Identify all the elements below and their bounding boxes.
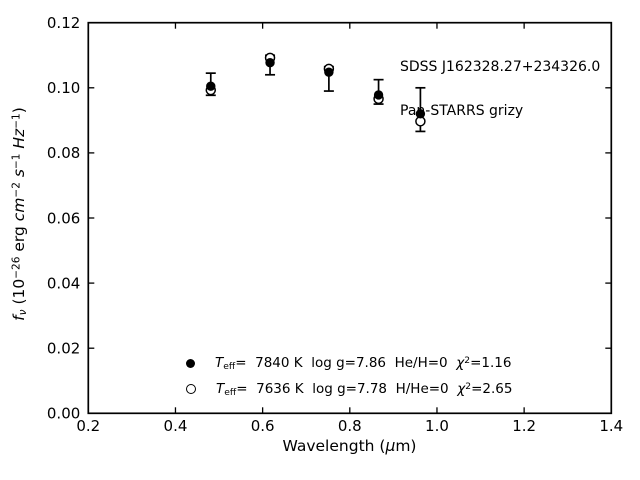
open-circle-marker-icon: [186, 384, 196, 394]
legend-entry-label: Teff= 7636 K log g=7.78 H/He=0 χ2=2.65: [216, 380, 513, 398]
y-tick-label: 0.06: [47, 209, 80, 227]
legend-entry-h-model: Teff= 7636 K log g=7.78 H/He=0 χ2=2.65: [186, 380, 512, 398]
x-tick-label: 1.4: [599, 417, 623, 435]
x-tick-label: 0.4: [164, 417, 188, 435]
data-point-filled: [265, 58, 275, 68]
legend-entry-label: Teff= 7840 K log g=7.86 He/H=0 χ2=1.16: [215, 354, 512, 372]
y-tick-label: 0.02: [47, 340, 80, 358]
y-tick-label: 0.04: [47, 274, 80, 292]
annotation-block: SDSS J162328.27+234326.0 Pan-STARRS griz…: [400, 31, 600, 147]
data-point-filled: [206, 81, 216, 91]
annotation-object-name: SDSS J162328.27+234326.0: [400, 59, 601, 75]
y-axis-label: fν (10−26 erg cm−2 s−1 Hz−1): [10, 107, 30, 321]
data-point-filled: [373, 90, 384, 100]
x-tick-label: 0.6: [251, 417, 275, 435]
x-tick-label: 1.2: [512, 417, 536, 435]
x-tick-label: 0.8: [338, 417, 362, 435]
x-axis-label: Wavelength (μm): [282, 437, 417, 455]
annotation-survey: Pan-STARRS grizy: [400, 102, 524, 119]
y-tick-label: 0.08: [47, 144, 80, 162]
legend-entry-he-model: Teff= 7840 K log g=7.86 He/H=0 χ2=1.16: [186, 354, 511, 372]
filled-circle-marker-icon: [186, 358, 195, 368]
y-tick-label: 0.00: [47, 405, 80, 423]
y-tick-label: 0.12: [47, 14, 80, 32]
data-point-filled: [324, 67, 334, 77]
x-tick-label: 0.2: [76, 417, 100, 435]
data-point-filled: [415, 109, 426, 119]
y-tick-label: 0.10: [47, 79, 80, 97]
x-tick-label: 1.0: [425, 417, 449, 435]
